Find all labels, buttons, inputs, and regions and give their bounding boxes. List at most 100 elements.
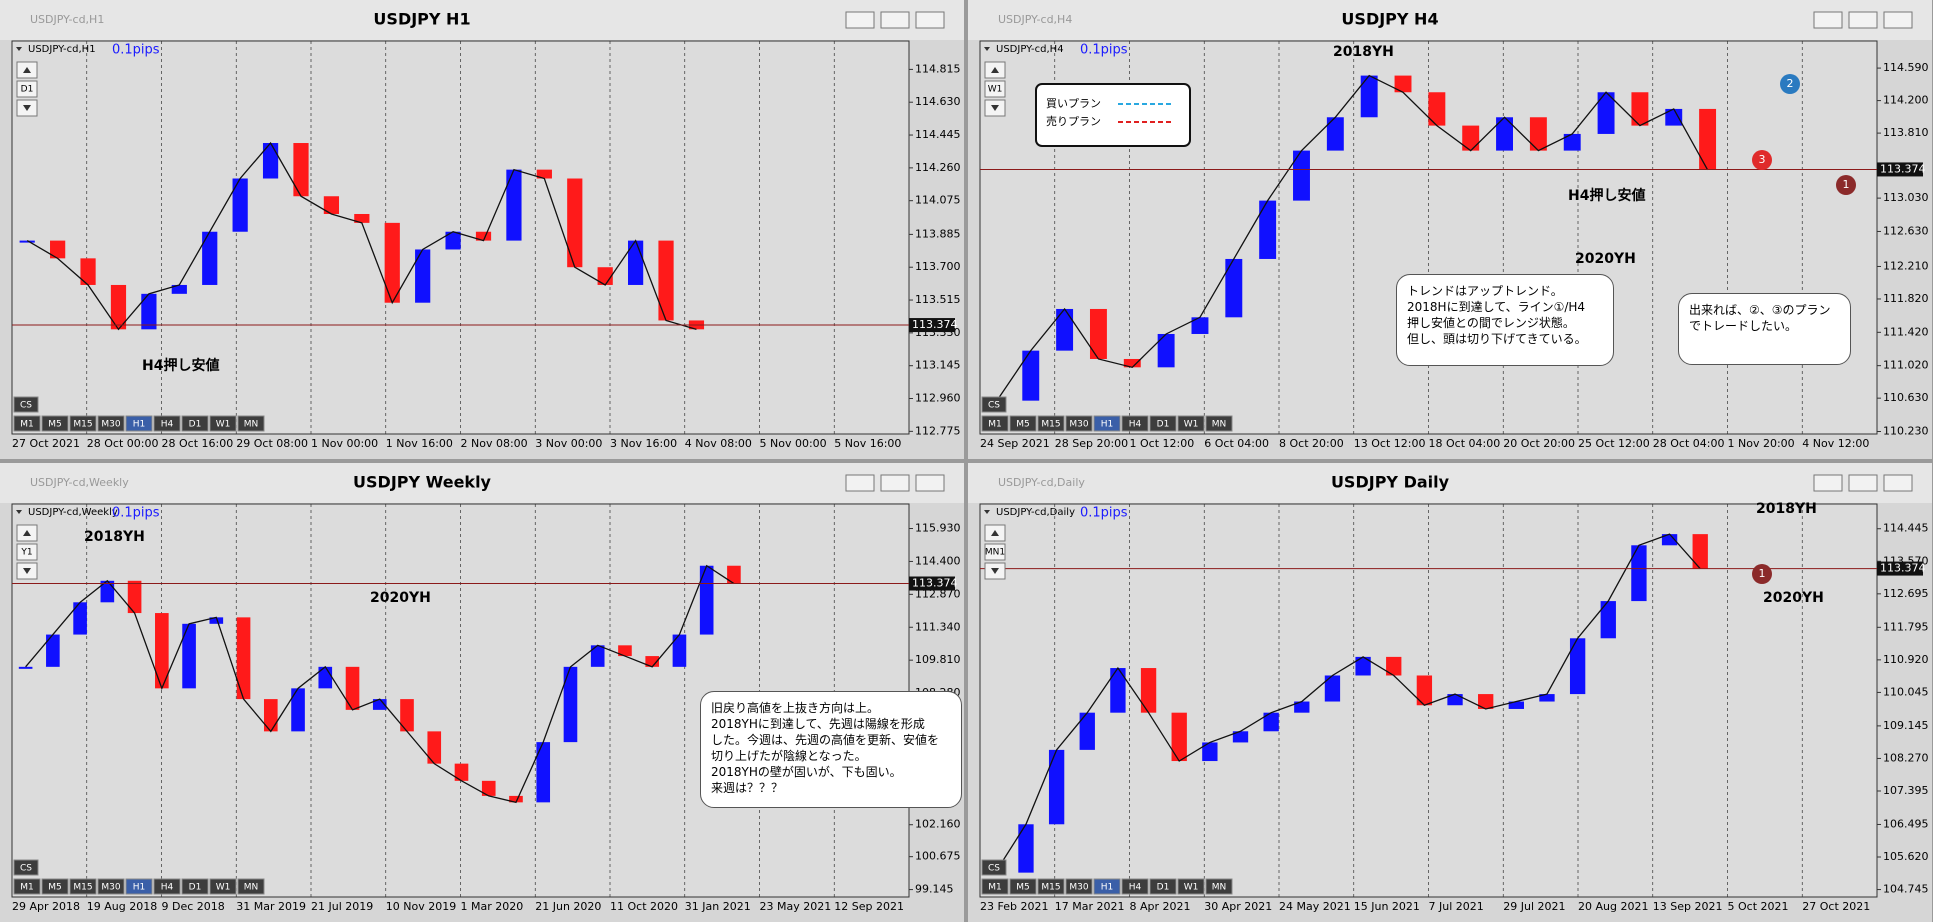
x-tick-label: 1 Mar 2020 (461, 900, 524, 913)
timeframe-button[interactable] (1121, 878, 1149, 895)
price-bar (18, 666, 33, 669)
timeframe-button[interactable] (237, 415, 265, 432)
price-bar (727, 565, 741, 584)
side-button[interactable] (16, 543, 38, 561)
timeframe-button[interactable] (69, 415, 97, 432)
timeframe-button[interactable] (1149, 878, 1177, 895)
price-bar (506, 169, 522, 241)
timeframe-button[interactable] (1177, 415, 1205, 432)
title-bar (968, 463, 1932, 503)
timeframe-button[interactable] (1065, 415, 1093, 432)
timeframe-button[interactable] (981, 878, 1009, 895)
timeframe-button[interactable] (1009, 415, 1037, 432)
timeframe-button[interactable] (1177, 878, 1205, 895)
y-tick-label: 111.820 (1883, 292, 1929, 305)
timeframe-button[interactable] (1149, 415, 1177, 432)
timeframe-button[interactable] (13, 415, 41, 432)
annotation-label: H4押し安値 (142, 358, 220, 374)
chart-title: USDJPY H1 (373, 10, 470, 29)
menu-triangle (984, 510, 990, 514)
timeframe-button[interactable] (981, 859, 1007, 876)
side-button-label: D1 (21, 85, 34, 95)
timeframe-button[interactable] (69, 878, 97, 895)
price-bar (618, 645, 632, 657)
window-button[interactable] (1883, 474, 1913, 492)
timeframe-button[interactable] (153, 878, 181, 895)
timeframe-button[interactable] (1205, 415, 1233, 432)
price-bar (1447, 694, 1463, 706)
timeframe-button[interactable] (97, 878, 125, 895)
chart: USDJPY-cd,Daily USDJPY Daily114.445113.57… (968, 463, 1932, 913)
price-bar (590, 645, 605, 667)
timeframe-label: M30 (1069, 883, 1088, 893)
timeframe-button[interactable] (181, 878, 209, 895)
side-button[interactable] (984, 543, 1006, 561)
timeframe-button[interactable] (1093, 878, 1121, 895)
chart-window[interactable]: USDJPY-cd,H4 USDJPY H4 114.590 114.200 113.8… (968, 0, 1932, 459)
price-bar (263, 699, 278, 732)
timeframe-button[interactable] (237, 878, 265, 895)
timeframe-button[interactable] (153, 415, 181, 432)
price-bar (1079, 712, 1095, 750)
timeframe-button[interactable] (13, 878, 41, 895)
timeframe-button[interactable] (981, 415, 1009, 432)
price-bar (46, 634, 60, 667)
timeframe-button[interactable] (1037, 878, 1065, 895)
timeframe-button[interactable] (209, 415, 237, 432)
price-bar (1661, 534, 1678, 546)
price-bar (1631, 545, 1647, 602)
timeframe-button[interactable] (1065, 878, 1093, 895)
timeframe-button[interactable] (13, 859, 39, 876)
timeframe-button[interactable] (1009, 878, 1037, 895)
timeframe-button[interactable] (125, 878, 153, 895)
current-price-label: 113.374 (1880, 562, 1926, 575)
y-tick-label: 114.445 (915, 128, 961, 141)
window-button[interactable] (845, 474, 875, 492)
window-button[interactable] (1883, 11, 1913, 29)
timeframe-button[interactable] (41, 878, 69, 895)
timeframe-button[interactable] (209, 878, 237, 895)
price-bar (1386, 656, 1402, 676)
timeframe-button[interactable] (981, 396, 1007, 413)
price-bar (1428, 92, 1446, 126)
chart-window[interactable]: USDJPY-cd,Weekly USDJPY Weekly 115.930 114.… (0, 463, 964, 922)
timeframe-button[interactable] (13, 396, 39, 413)
side-button[interactable] (16, 80, 38, 98)
side-button[interactable] (984, 80, 1006, 98)
timeframe-label: CS (20, 401, 32, 411)
annotation-marker: 3 (1752, 150, 1772, 170)
chart-window[interactable]: USDJPY-cd,H1 USDJPY H1 114.815 114.630 114.4… (0, 0, 964, 459)
timeframe-button[interactable] (41, 415, 69, 432)
chart-window[interactable]: USDJPY-cd,Daily USDJPY Daily 114.445 113.57… (968, 463, 1932, 922)
x-tick-label: 28 Oct 16:00 (162, 437, 234, 450)
timeframe-button[interactable] (1121, 415, 1149, 432)
timeframe-button[interactable] (97, 415, 125, 432)
price-bar (1416, 675, 1433, 706)
price-bar (1259, 200, 1277, 259)
price-bar (80, 258, 96, 285)
x-tick-label: 5 Oct 2021 (1728, 900, 1789, 913)
timeframe-label: M1 (20, 883, 34, 893)
window-button[interactable] (915, 474, 945, 492)
timeframe-button[interactable] (181, 415, 209, 432)
timeframe-label: CS (988, 401, 1000, 411)
timeframe-button[interactable] (1037, 415, 1065, 432)
window-button[interactable] (1813, 11, 1843, 29)
window-button[interactable] (880, 474, 910, 492)
down-arrow (23, 105, 31, 111)
price-bar (323, 196, 340, 214)
x-tick-label: 29 Jul 2021 (1503, 900, 1565, 913)
price-bar (1202, 742, 1218, 762)
window-button[interactable] (1848, 474, 1878, 492)
timeframe-button[interactable] (1093, 415, 1121, 432)
window-button[interactable] (1813, 474, 1843, 492)
timeframe-button[interactable] (125, 415, 153, 432)
window-button[interactable] (1848, 11, 1878, 29)
timeframe-button[interactable] (1205, 878, 1233, 895)
side-button-label: Y1 (20, 548, 32, 558)
down-arrow (23, 568, 31, 574)
window-button[interactable] (880, 11, 910, 29)
price-bar (1171, 712, 1187, 762)
window-button[interactable] (915, 11, 945, 29)
window-button[interactable] (845, 11, 875, 29)
